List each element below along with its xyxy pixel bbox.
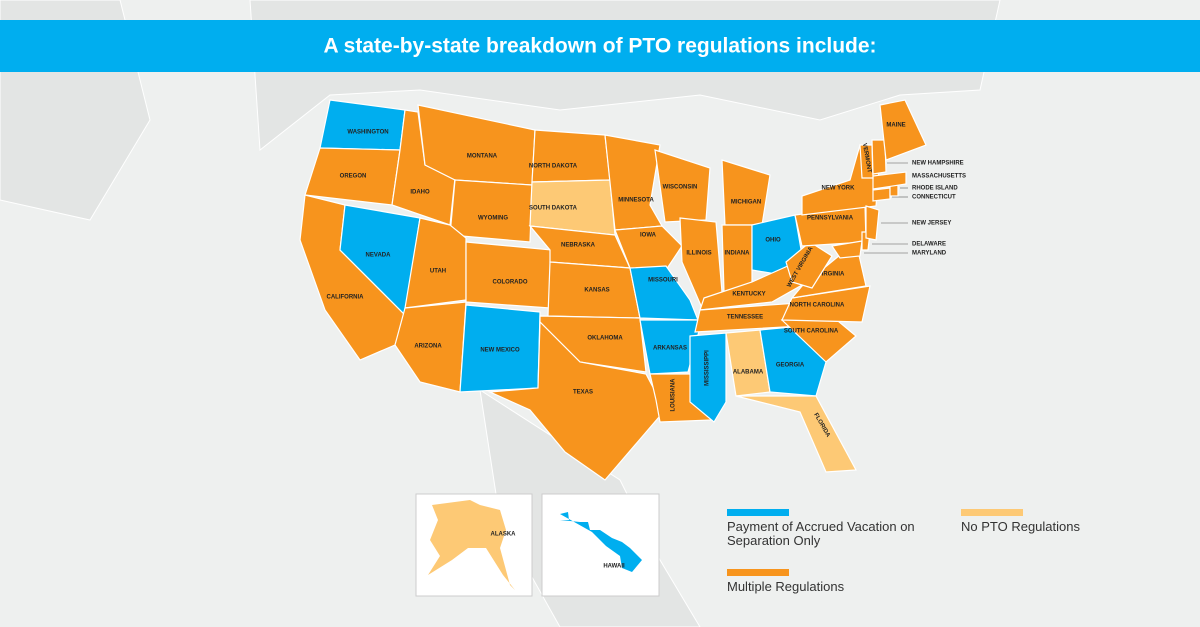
state-label: SOUTH DAKOTA (529, 206, 578, 212)
state-label: NEW HAMPSHIRE (912, 161, 964, 167)
state (604, 134, 663, 231)
state-label: ARIZONA (414, 344, 442, 350)
state-label: UTAH (430, 269, 446, 275)
legend-label: No PTO Regulations (961, 519, 1080, 534)
state-label: ILLINOIS (686, 251, 711, 257)
state-label: KANSAS (584, 288, 609, 294)
state-label: SOUTH CAROLINA (784, 329, 839, 335)
state (465, 241, 553, 309)
inset-state (560, 512, 642, 572)
state (539, 315, 647, 373)
legend-swatch (961, 509, 1023, 516)
state-label: RHODE ISLAND (912, 186, 958, 192)
state-label: MASSACHUSETTS (912, 174, 966, 180)
title-bar (0, 20, 1200, 72)
state-label: TEXAS (573, 390, 593, 396)
state-label: LOUISIANA (671, 378, 677, 412)
state (721, 159, 771, 226)
state-label: GEORGIA (776, 363, 805, 369)
state (735, 395, 857, 473)
state (449, 179, 533, 243)
state (319, 99, 406, 151)
state (629, 265, 699, 321)
state (614, 225, 683, 271)
state (689, 332, 727, 423)
state-label: IDAHO (410, 190, 430, 196)
state-label: MICHIGAN (731, 200, 761, 206)
state (872, 187, 891, 202)
state-label: ALABAMA (733, 370, 764, 376)
state-label: DELAWARE (912, 242, 946, 248)
legend-label: Multiple Regulations (727, 579, 845, 594)
state (639, 319, 703, 375)
inset-label: HAWAII (603, 564, 625, 570)
state-label: TENNESSEE (727, 315, 763, 321)
state-label: NEW YORK (822, 186, 856, 192)
state-label: PENNSYLVANIA (807, 216, 854, 222)
state (531, 129, 611, 183)
state-label: NEVADA (366, 253, 392, 259)
state (872, 171, 907, 190)
state (394, 301, 467, 393)
state-label: MISSOURI (648, 278, 678, 284)
state-label: MARYLAND (912, 251, 947, 257)
hawaii-inset (541, 493, 660, 597)
state-label: KENTUCKY (732, 292, 765, 298)
states: WASHINGTON OREGON CALIFORNIA NEVADA IDAHO MON… (299, 99, 966, 481)
state-label: NORTH CAROLINA (790, 303, 845, 309)
state-label: NEBRASKA (561, 243, 596, 249)
state-label: NORTH DAKOTA (529, 164, 578, 170)
state (721, 224, 753, 293)
insets: ALASKA HAWAII (428, 500, 642, 590)
state-label: MINNESOTA (618, 198, 654, 204)
state (830, 240, 863, 259)
state-label: NEW MEXICO (480, 348, 520, 354)
state (654, 149, 711, 223)
state-label: OHIO (765, 238, 781, 244)
state (865, 205, 880, 241)
state (859, 144, 874, 179)
state-label: ARKANSAS (653, 346, 687, 352)
state-label: INDIANA (725, 251, 751, 257)
state-label: OREGON (340, 174, 367, 180)
state-label: WASHINGTON (347, 130, 388, 136)
state (879, 99, 927, 161)
state-label: MONTANA (467, 154, 498, 160)
state-label: COLORADO (493, 280, 528, 286)
inset-state (428, 500, 515, 590)
state-label: OKLAHOMA (587, 336, 623, 342)
state-label: CALIFORNIA (327, 295, 365, 301)
state (487, 320, 666, 481)
state-label: VERMONT (861, 143, 872, 174)
state-label: MISSISSIPPI (705, 350, 711, 386)
title: A state-by-state breakdown of PTO regula… (323, 35, 876, 58)
legend-swatch (727, 509, 789, 516)
state-label: NEW JERSEY (912, 221, 951, 227)
legend-label: Payment of Accrued Vacation on Separatio… (727, 519, 915, 548)
inset-label: ALASKA (491, 532, 517, 538)
state (871, 139, 887, 175)
state-label: MAINE (886, 123, 905, 129)
state-label: WISCONSIN (663, 185, 698, 191)
state-label: WYOMING (478, 216, 508, 222)
legend-swatch (727, 569, 789, 576)
state-label: VIRGINIA (818, 272, 845, 278)
state-label: IOWA (640, 233, 657, 239)
state-label: CONNECTICUT (912, 195, 956, 201)
